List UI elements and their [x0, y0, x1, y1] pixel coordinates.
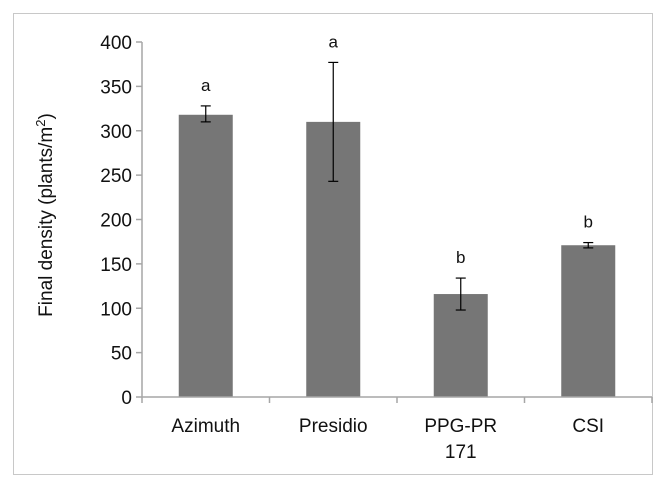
bar [178, 114, 233, 398]
y-tick-label: 300 [100, 122, 132, 143]
y-tick-label: 100 [100, 299, 132, 320]
y-tick-label: 250 [100, 166, 132, 187]
significance-letter: a [201, 76, 211, 95]
bar [561, 245, 616, 397]
x-category-label-line: PPG-PR [424, 416, 497, 437]
x-category-label-line: CSI [572, 416, 604, 437]
significance-labels-group: a a b b [201, 32, 593, 267]
y-tick-label: 0 [121, 388, 132, 409]
y-tick-label: 350 [100, 77, 132, 98]
y-tick-label: 200 [100, 211, 132, 232]
significance-letter: b [584, 213, 593, 232]
bars-group [178, 114, 616, 398]
y-axis-title: Final density (plants/m2) [33, 113, 57, 317]
y-axis-title-superscript: 2 [33, 120, 48, 127]
significance-letter: a [329, 32, 339, 51]
x-category-label-line: Azimuth [171, 416, 240, 437]
y-axis-title-end: ) [36, 113, 57, 119]
y-tick-label: 150 [100, 255, 132, 276]
x-category-label: CSI [572, 416, 604, 437]
error-bars-group [200, 61, 594, 311]
y-tick-label: 400 [100, 33, 132, 54]
bar [433, 294, 488, 397]
x-category-label: Presidio [299, 416, 368, 437]
x-category-label: PPG-PR 171 [424, 416, 497, 463]
x-category-label-line: 171 [445, 442, 477, 463]
significance-letter: b [456, 248, 465, 267]
y-tick-label: 50 [111, 344, 132, 365]
y-ticks-group: 0 50 100 150 200 250 300 350 400 [100, 33, 142, 409]
x-category-label: Azimuth [171, 416, 240, 437]
x-category-label-line: Presidio [299, 416, 368, 437]
x-labels-group: Azimuth Presidio PPG-PR 171 CSI [171, 416, 604, 463]
y-axis-title-main: Final density (plants/m [36, 127, 57, 317]
